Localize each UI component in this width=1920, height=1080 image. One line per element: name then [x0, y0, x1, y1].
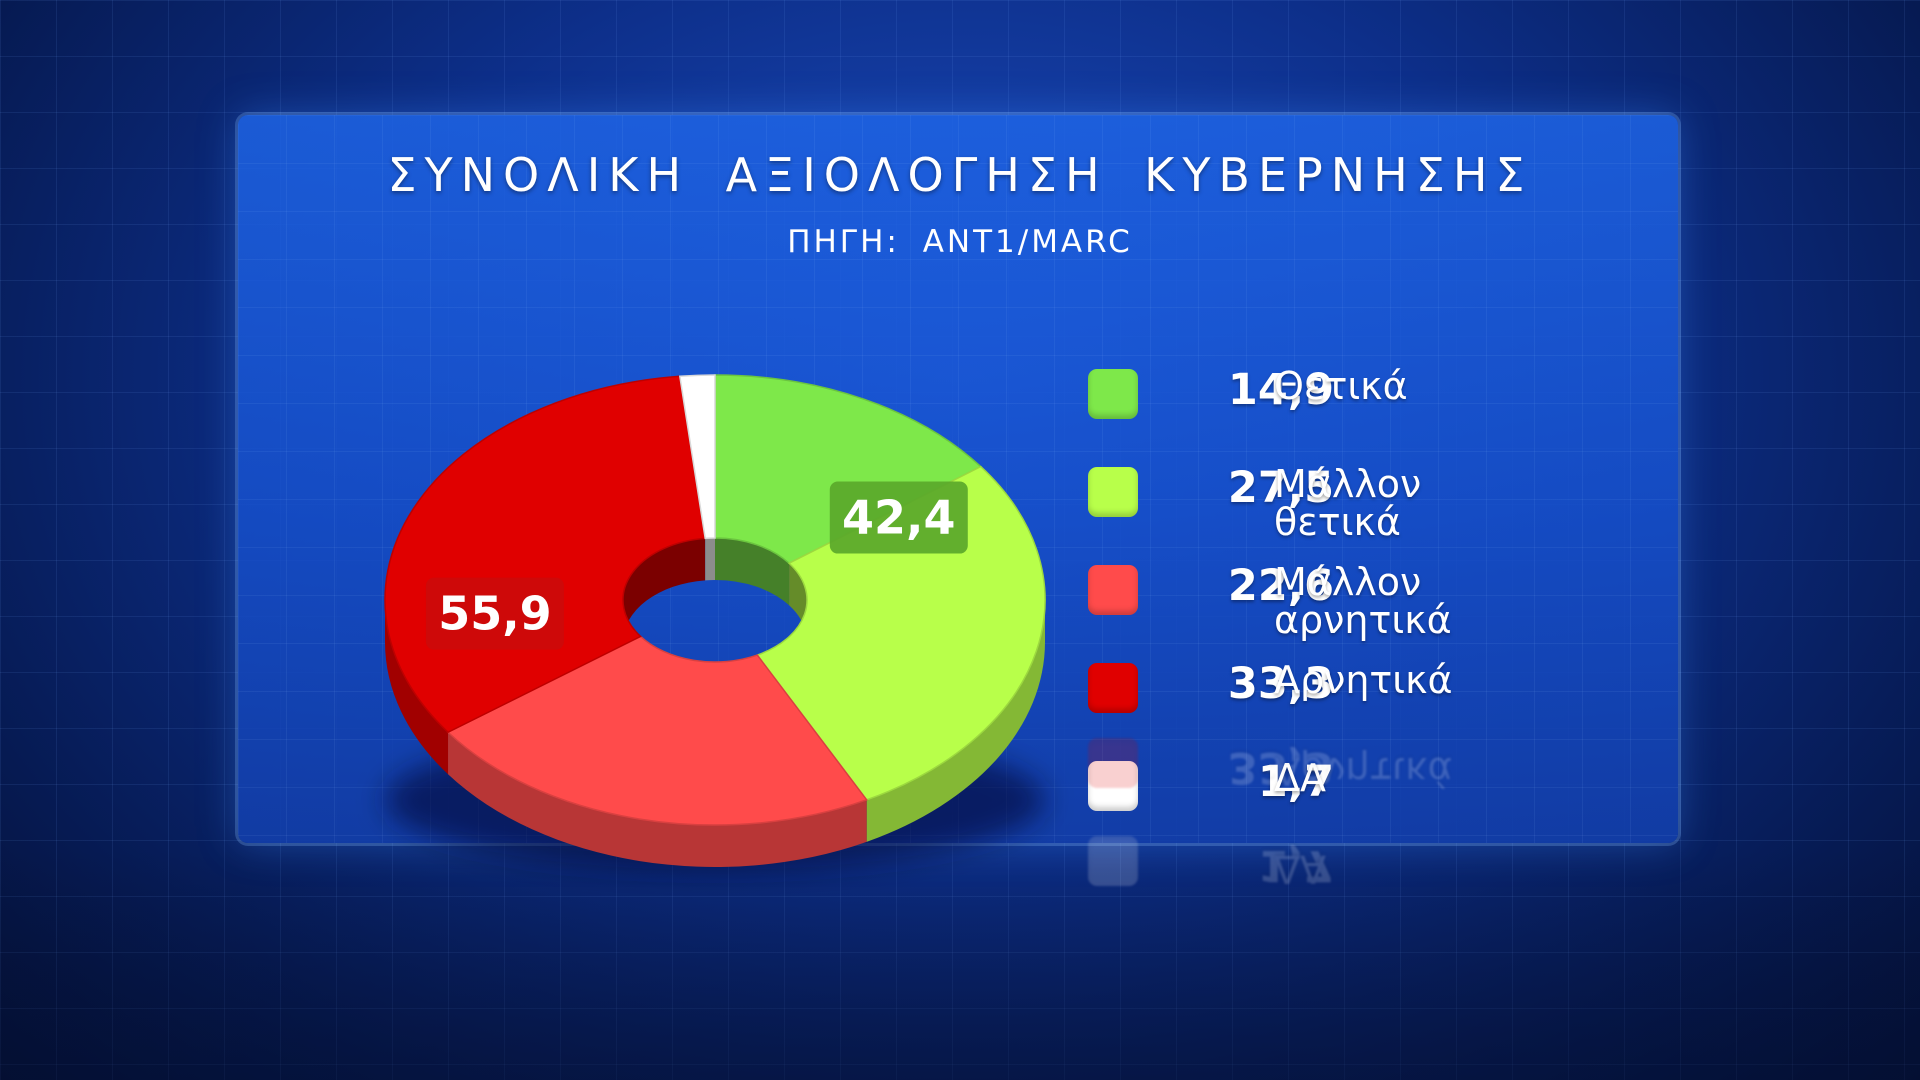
- legend-item-mallon-thetika: 27,5 Μάλλον θετικά: [1088, 463, 1508, 541]
- legend-item-arnitika: 33,3 Αρνητικά: [1088, 659, 1508, 719]
- slice-inner-ΔΑ: [705, 538, 715, 581]
- reflection-item-da: 1,7 ΔΑ: [1088, 830, 1508, 891]
- legend-swatch: [1088, 467, 1138, 517]
- legend-label: ΔΑ: [1274, 756, 1326, 800]
- legend-swatch: [1088, 836, 1138, 886]
- legend-swatch: [1088, 663, 1138, 713]
- legend-swatch: [1088, 369, 1138, 419]
- slice-ΔΑ: [678, 374, 716, 540]
- slice-inner-Αρνητικά: [623, 538, 706, 642]
- slice-Μάλλον αρνητικά: [446, 635, 868, 826]
- slice-side-Μάλλον αρνητικά: [448, 732, 867, 868]
- legend-label: Μάλλον θετικά: [1274, 462, 1422, 544]
- legend-item-mallon-arnitika: 22,6 Μάλλον αρνητικά: [1088, 561, 1508, 639]
- legend-swatch: [1088, 738, 1138, 788]
- group-label-box-negative: [425, 577, 564, 650]
- legend-item-da: 1,7 ΔΑ: [1088, 757, 1508, 817]
- reflection-item-arnitika: 33,3 Αρνητικά: [1088, 732, 1508, 793]
- group-label-negative: 55,9: [438, 587, 552, 641]
- legend-value: 14,9: [1227, 365, 1334, 415]
- legend-label: Αρνητικά: [1274, 749, 1453, 793]
- legend-item-thetika: 14,9 Θετικά: [1088, 365, 1508, 425]
- legend-value: 22,6: [1227, 561, 1334, 611]
- legend-value: 27,5: [1227, 463, 1334, 513]
- legend-label: Μάλλον αρνητικά: [1274, 560, 1452, 642]
- legend-label: Αρνητικά: [1274, 658, 1453, 702]
- legend-label: ΔΑ: [1274, 847, 1326, 891]
- slice-Θετικά: [714, 374, 983, 565]
- slice-inner-Θετικά: [715, 538, 790, 606]
- chart-subtitle: ΠΗΓΗ: ANT1/MARC: [787, 224, 1133, 260]
- legend-swatch: [1088, 761, 1138, 811]
- chart-title: ΣΥΝΟΛΙΚΗ ΑΞΙΟΛΟΓΗΣΗ ΚΥΒΕΡΝΗΣΗΣ: [387, 148, 1533, 202]
- slice-side-Αρνητικά: [385, 600, 449, 775]
- group-label-box-positive: [829, 481, 968, 554]
- legend-value: 1,7: [1257, 757, 1334, 807]
- legend-label: Θετικά: [1274, 364, 1408, 408]
- group-label-positive: 42,4: [842, 491, 956, 545]
- background-floor: [0, 850, 1920, 1080]
- legend-swatch: [1088, 565, 1138, 615]
- slice-Μάλλον θετικά: [756, 465, 1046, 801]
- legend-value: 33,3: [1227, 659, 1334, 709]
